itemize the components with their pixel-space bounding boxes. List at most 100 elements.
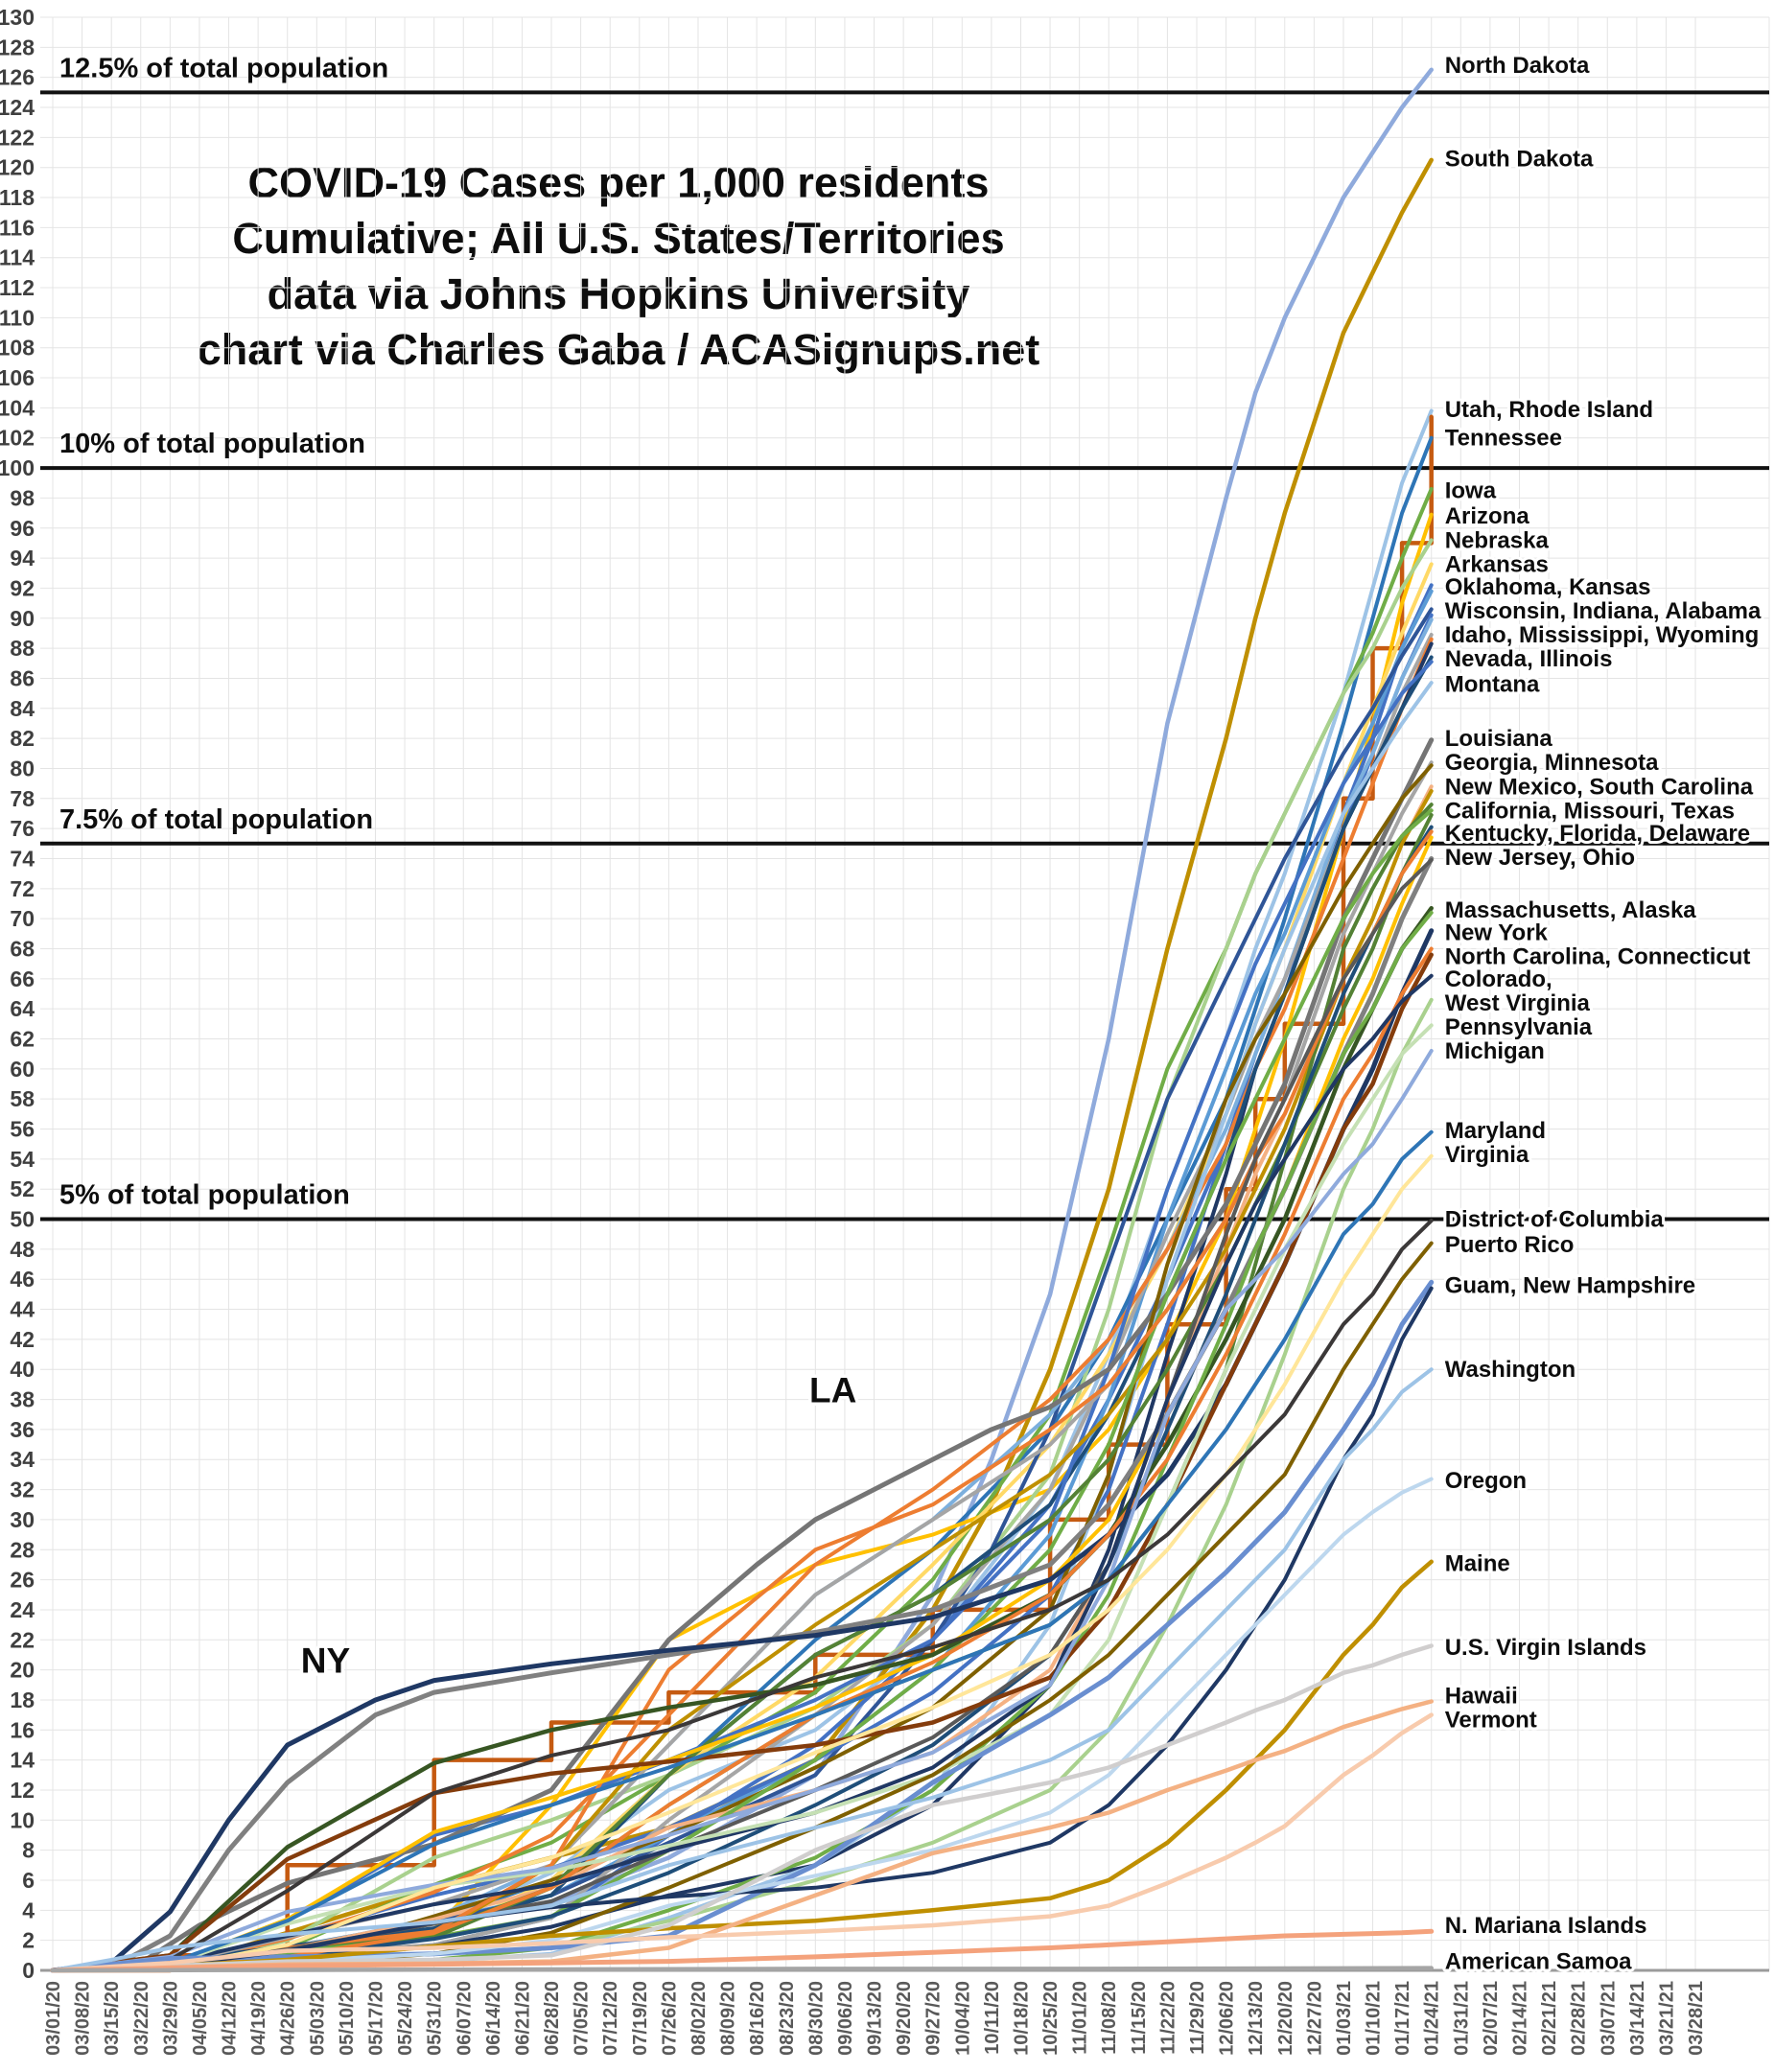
series-line-oregon	[51, 1477, 1434, 1972]
y-tick-label: 102	[0, 426, 35, 451]
y-tick-label: 114	[0, 245, 35, 270]
x-tick-label: 04/05/20	[190, 1981, 211, 2056]
x-tick-label: 05/10/20	[337, 1981, 358, 2056]
y-tick-label: 82	[10, 726, 35, 751]
y-tick-label: 116	[0, 215, 35, 240]
end-label-georgia-minnesota: Georgia, Minnesota	[1445, 750, 1659, 776]
y-tick-label: 80	[10, 756, 35, 780]
x-tick-label: 01/10/21	[1364, 1981, 1385, 2056]
y-tick-label: 36	[10, 1417, 35, 1442]
y-tick-label: 126	[0, 65, 35, 90]
y-tick-label: 54	[10, 1147, 35, 1172]
end-label-new-mexico-south-carolina: New Mexico, South Carolina	[1445, 774, 1754, 800]
end-label-arkansas: Arkansas	[1445, 551, 1549, 577]
x-tick-label: 05/31/20	[425, 1981, 446, 2056]
y-tick-label: 110	[0, 305, 35, 330]
chart-title-line-3: data via Johns Hopkins University	[267, 269, 970, 318]
series-line-district-of-columbia	[51, 1219, 1434, 1972]
x-tick-label: 11/15/20	[1129, 1981, 1150, 2055]
y-tick-label: 20	[10, 1658, 35, 1683]
end-label-west-virginia: West Virginia	[1445, 990, 1591, 1016]
y-tick-label: 2	[22, 1928, 35, 1953]
y-tick-label: 106	[0, 365, 35, 390]
x-tick-label: 10/18/20	[1011, 1981, 1032, 2056]
series-line-nevada	[51, 655, 1434, 1972]
x-tick-label: 11/22/20	[1157, 1981, 1179, 2055]
y-tick-label: 42	[10, 1327, 35, 1352]
y-tick-label: 70	[10, 906, 35, 931]
y-tick-label: 112	[0, 275, 35, 300]
x-tick-label: 01/17/21	[1392, 1981, 1413, 2056]
y-tick-label: 100	[0, 455, 35, 480]
y-tick-label: 4	[22, 1897, 35, 1922]
end-label-washington: Washington	[1445, 1357, 1576, 1383]
end-label-hawaii: Hawaii	[1445, 1683, 1518, 1709]
x-tick-label: 04/12/20	[220, 1981, 241, 2056]
end-label-puerto-rico: Puerto Rico	[1445, 1232, 1575, 1258]
end-label-colorado: Colorado,	[1445, 966, 1552, 992]
x-tick-label: 03/22/20	[131, 1981, 152, 2056]
y-tick-label: 92	[10, 575, 35, 600]
end-label-idaho-mississippi-wyoming: Idaho, Mississippi, Wyoming	[1445, 622, 1760, 648]
end-label-michigan: Michigan	[1445, 1038, 1545, 1064]
end-label-n-mariana-islands: N. Mariana Islands	[1445, 1913, 1647, 1939]
x-tick-label: 08/16/20	[747, 1981, 768, 2056]
series-line-colorado	[51, 973, 1434, 1972]
series-line-mississippi	[51, 637, 1434, 1972]
x-tick-label: 08/30/20	[805, 1981, 827, 2056]
y-tick-label: 72	[10, 876, 35, 901]
y-tick-label: 98	[10, 485, 35, 510]
x-tick-label: 07/26/20	[659, 1981, 680, 2056]
x-tick-label: 10/04/20	[952, 1981, 973, 2056]
series-line-vermont	[50, 1712, 1434, 1973]
end-label-vermont: Vermont	[1445, 1707, 1537, 1733]
series-line-north-dakota	[50, 67, 1434, 1973]
x-tick-label: 10/11/20	[982, 1981, 1003, 2055]
end-label-kentucky-florida-delaware: Kentucky, Florida, Delaware	[1445, 821, 1750, 847]
x-tick-label: 08/23/20	[777, 1981, 798, 2056]
series-line-delaware	[51, 835, 1434, 1972]
x-tick-label: 03/01/20	[43, 1981, 64, 2056]
x-tick-label: 02/28/21	[1569, 1981, 1590, 2056]
series-line-north-carolina	[51, 946, 1434, 1972]
y-tick-label: 16	[10, 1717, 35, 1742]
x-tick-label: 11/01/20	[1070, 1981, 1091, 2055]
end-label-american-samoa: American Samoa	[1445, 1949, 1632, 1975]
x-tick-label: 08/02/20	[689, 1981, 710, 2056]
x-tick-label: 05/17/20	[365, 1981, 386, 2056]
end-label-guam-new-hampshire: Guam, New Hampshire	[1445, 1272, 1695, 1298]
x-tick-label: 09/06/20	[835, 1981, 856, 2056]
series-line-washington	[51, 1367, 1434, 1972]
end-label-oklahoma-kansas: Oklahoma, Kansas	[1445, 574, 1651, 600]
y-tick-label: 40	[10, 1357, 35, 1382]
end-label-california-missouri-texas: California, Missouri, Texas	[1445, 798, 1735, 824]
x-tick-label: 01/03/21	[1334, 1981, 1355, 2056]
end-label-new-jersey-ohio: New Jersey, Ohio	[1445, 845, 1635, 871]
end-label-maine: Maine	[1445, 1550, 1510, 1576]
y-tick-label: 130	[0, 5, 35, 30]
y-tick-label: 28	[10, 1537, 35, 1562]
y-tick-label: 58	[10, 1086, 35, 1111]
x-tick-label: 04/19/20	[248, 1981, 269, 2056]
x-tick-label: 12/13/20	[1246, 1981, 1267, 2056]
y-tick-label: 24	[10, 1597, 35, 1622]
end-label-oregon: Oregon	[1445, 1468, 1527, 1494]
y-tick-label: 78	[10, 786, 35, 811]
end-label-iowa: Iowa	[1445, 478, 1497, 504]
y-tick-label: 94	[10, 546, 35, 570]
y-tick-label: 118	[0, 185, 35, 210]
end-label-nevada-illinois: Nevada, Illinois	[1445, 646, 1613, 672]
y-tick-label: 90	[10, 606, 35, 631]
series-line-n-mariana-islands	[50, 1928, 1435, 1973]
y-tick-label: 62	[10, 1027, 35, 1052]
series-line-puerto-rico	[51, 1241, 1434, 1972]
end-label-arizona: Arizona	[1445, 503, 1530, 529]
y-tick-label: 10	[10, 1807, 35, 1832]
x-tick-label: 10/25/20	[1040, 1981, 1062, 2056]
series-line-nebraska	[51, 538, 1434, 1972]
x-tick-label: 03/15/20	[102, 1981, 123, 2056]
y-tick-label: 108	[0, 336, 35, 361]
x-axis-labels: 03/01/20 03/08/20 03/15/20 03/22/20 03/29/20…	[43, 1981, 1707, 2056]
y-tick-label: 86	[10, 665, 35, 690]
